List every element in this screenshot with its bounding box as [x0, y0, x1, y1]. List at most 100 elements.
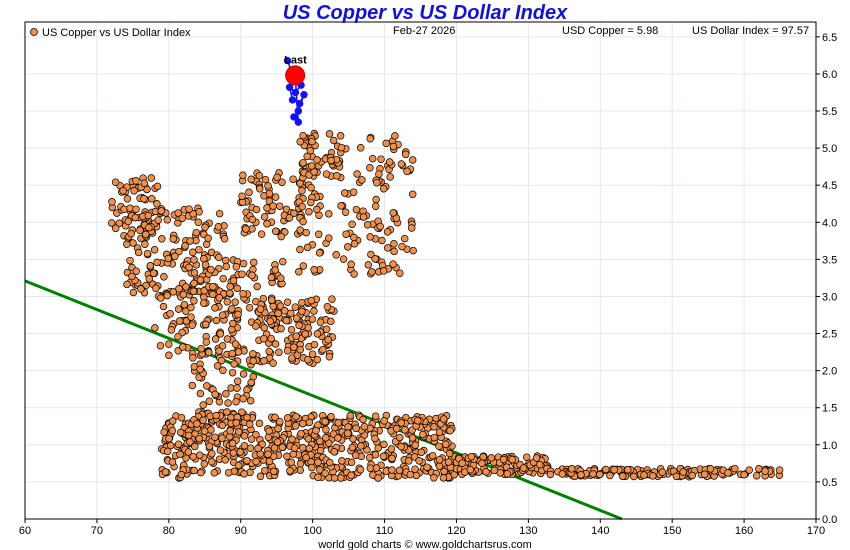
- data-point: [408, 156, 417, 164]
- data-point: [298, 307, 306, 316]
- data-point: [249, 357, 257, 365]
- x-tick-label: 170: [807, 525, 825, 537]
- data-point: [280, 307, 289, 315]
- data-point: [366, 134, 374, 143]
- data-point: [169, 288, 178, 296]
- data-point: [350, 240, 359, 248]
- data-point: [181, 242, 189, 250]
- data-point: [255, 419, 264, 428]
- data-point: [332, 251, 340, 259]
- data-point: [111, 224, 120, 233]
- recent-point: [294, 107, 302, 115]
- trend-line-group: [24, 279, 623, 521]
- data-point: [288, 354, 296, 362]
- data-point: [296, 245, 304, 254]
- data-point: [396, 269, 404, 277]
- data-point: [123, 240, 131, 248]
- y-tick-label: 6.0: [822, 69, 837, 81]
- data-point: [277, 274, 285, 282]
- data-point: [292, 422, 300, 430]
- y-tick-label: 4.0: [822, 217, 837, 229]
- legend-marker: [30, 28, 38, 36]
- data-point: [364, 261, 373, 269]
- data-point: [444, 458, 453, 466]
- data-point: [382, 139, 390, 148]
- data-point: [379, 267, 388, 275]
- data-point: [458, 459, 466, 467]
- data-point: [107, 219, 116, 227]
- data-point: [295, 321, 303, 330]
- data-point: [218, 311, 227, 319]
- recent-point: [291, 88, 300, 97]
- data-point: [234, 310, 242, 319]
- data-point: [267, 296, 276, 304]
- data-point: [219, 366, 227, 375]
- data-point: [166, 441, 175, 450]
- data-point: [299, 262, 308, 270]
- data-point: [157, 207, 166, 215]
- data-point: [218, 342, 227, 350]
- data-point: [245, 303, 254, 312]
- data-point: [224, 399, 232, 407]
- data-point: [228, 305, 236, 313]
- data-point: [264, 433, 273, 441]
- data-point: [153, 258, 161, 267]
- data-point: [199, 416, 207, 425]
- data-point: [278, 443, 287, 452]
- data-point: [163, 216, 172, 224]
- data-point: [255, 185, 264, 193]
- data-point: [177, 470, 186, 479]
- data-point: [132, 267, 141, 275]
- data-point: [247, 175, 255, 184]
- data-point: [310, 340, 319, 349]
- data-point: [238, 408, 246, 416]
- data-point: [389, 260, 397, 268]
- data-point: [376, 222, 384, 231]
- data-point: [248, 215, 257, 224]
- data-point: [174, 440, 183, 448]
- data-point: [503, 470, 512, 478]
- data-point: [731, 464, 739, 473]
- data-point: [359, 415, 367, 424]
- data-point: [371, 255, 379, 263]
- data-point: [275, 348, 283, 357]
- data-point: [195, 434, 203, 443]
- data-point: [313, 205, 321, 214]
- data-point: [360, 422, 369, 431]
- data-point: [199, 299, 208, 307]
- x-tick-label: 60: [19, 525, 31, 537]
- data-point: [290, 343, 298, 351]
- data-point: [325, 130, 334, 138]
- data-point: [204, 234, 212, 243]
- data-point: [243, 456, 251, 465]
- data-point: [264, 182, 272, 190]
- data-point: [349, 435, 357, 443]
- data-point: [263, 204, 271, 212]
- recent-point: [294, 118, 302, 126]
- plot-frame: [24, 21, 817, 520]
- x-tick-label: 160: [735, 525, 753, 537]
- data-point: [207, 265, 215, 274]
- data-point: [260, 213, 269, 221]
- data-point: [120, 205, 128, 214]
- data-point: [606, 471, 614, 480]
- data-point: [247, 435, 256, 443]
- data-point: [403, 167, 411, 176]
- data-point: [197, 468, 205, 477]
- data-point: [276, 302, 285, 310]
- data-point: [316, 446, 325, 455]
- data-point: [325, 234, 333, 242]
- data-point: [347, 458, 356, 467]
- x-tick-label: 150: [663, 525, 681, 537]
- data-point: [304, 355, 312, 364]
- data-point: [640, 471, 648, 479]
- data-point: [232, 419, 240, 427]
- data-point: [277, 232, 285, 241]
- data-point: [232, 263, 241, 271]
- data-point: [407, 224, 416, 232]
- data-point: [755, 465, 763, 473]
- last-label: Last: [284, 54, 307, 66]
- data-point: [303, 243, 312, 252]
- data-point: [305, 418, 314, 427]
- data-point: [366, 464, 375, 472]
